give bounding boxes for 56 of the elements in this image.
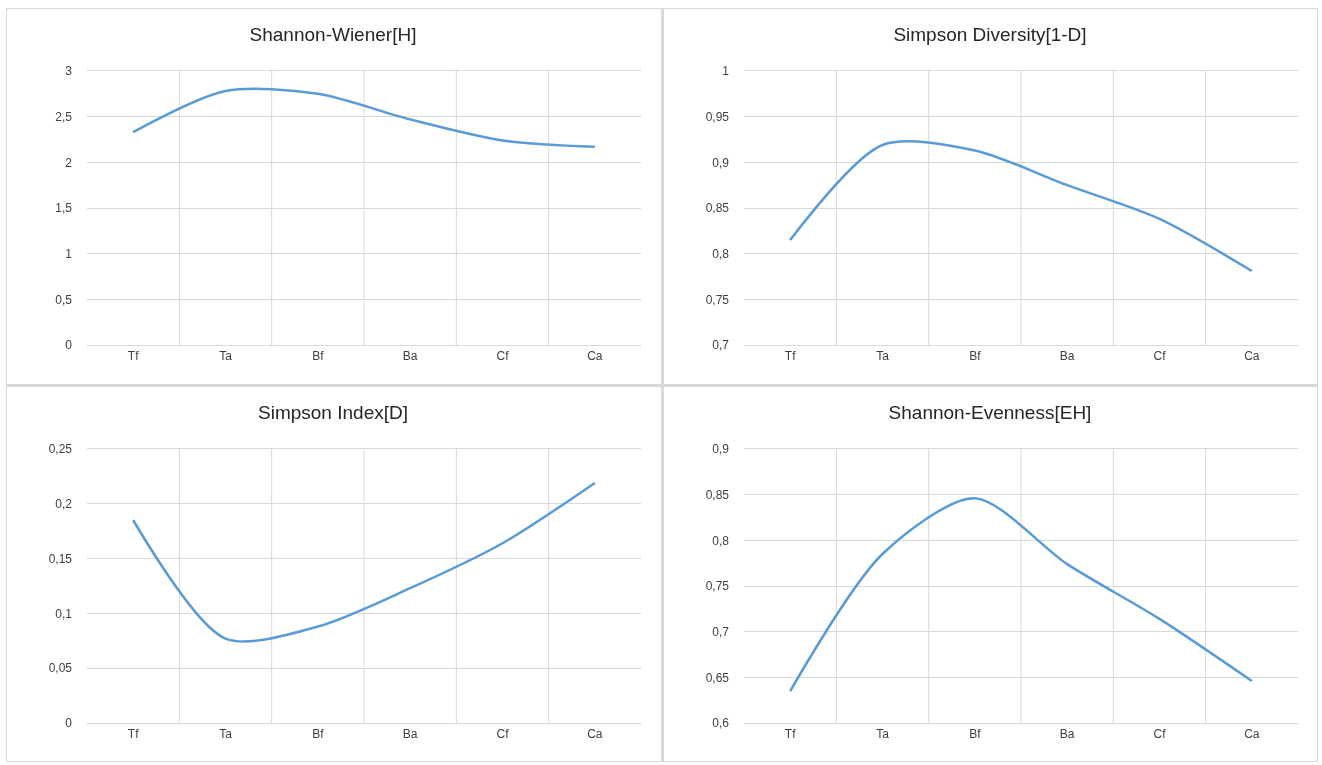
y-tick-label: 2	[65, 155, 73, 170]
chart-title: Shannon-Wiener[H]	[249, 24, 417, 45]
x-tick-label: Tf	[784, 349, 796, 364]
y-tick-label: 2,5	[55, 109, 73, 124]
y-tick-label: 0,2	[55, 496, 73, 511]
y-tick-label: 0,95	[705, 109, 729, 124]
x-tick-label: Ca	[1243, 726, 1260, 741]
x-tick-label: Tf	[127, 349, 140, 364]
chart-title: Simpson Diversity[1-D]	[892, 24, 1087, 45]
y-tick-label: 0,5	[55, 292, 73, 307]
x-tick-label: Cf	[496, 726, 510, 741]
y-tick-label: 1	[721, 64, 729, 79]
x-tick-label: Cf	[496, 349, 510, 364]
chart-title: Simpson Index[D]	[258, 401, 408, 423]
y-tick-label: 0,85	[705, 201, 729, 216]
x-tick-label: Ba	[1059, 349, 1075, 364]
y-tick-label: 0,8	[711, 246, 729, 261]
y-tick-label: 1	[65, 246, 73, 261]
x-tick-label: Ba	[402, 349, 418, 364]
y-tick-label: 0,05	[48, 660, 73, 675]
y-tick-label: 0,25	[48, 441, 73, 456]
x-tick-label: Ca	[1243, 349, 1260, 364]
x-tick-label: Ta	[219, 726, 233, 741]
y-tick-label: 0,15	[48, 551, 73, 566]
x-tick-label: Bf	[312, 726, 325, 741]
x-tick-label: Ca	[587, 349, 603, 364]
y-tick-label: 0,1	[55, 606, 73, 621]
y-tick-label: 0,9	[711, 441, 729, 456]
x-tick-label: Ca	[587, 726, 603, 741]
y-tick-label: 0,9	[711, 155, 729, 170]
x-tick-label: Bf	[968, 726, 981, 741]
x-tick-label: Ba	[402, 726, 418, 741]
y-tick-label: 0,85	[705, 487, 729, 502]
x-tick-label: Tf	[784, 726, 796, 741]
y-tick-label: 0,7	[711, 624, 729, 639]
y-tick-label: 0,8	[711, 533, 729, 548]
x-tick-label: Tf	[127, 726, 140, 741]
chart-title: Shannon-Evenness[EH]	[888, 401, 1091, 423]
y-tick-label: 0,7	[711, 338, 729, 353]
y-tick-label: 0,75	[705, 578, 729, 593]
y-tick-label: 1,5	[55, 201, 73, 216]
y-tick-label: 0	[65, 338, 73, 353]
x-tick-label: Cf	[1153, 726, 1166, 741]
x-tick-label: Cf	[1153, 349, 1166, 364]
x-tick-label: Bf	[312, 349, 325, 364]
y-tick-label: 0,75	[705, 292, 729, 307]
y-tick-label: 3	[65, 64, 73, 79]
y-tick-label: 0,6	[711, 715, 729, 730]
y-tick-label: 0	[65, 715, 73, 730]
x-tick-label: Bf	[968, 349, 981, 364]
x-tick-label: Ba	[1059, 726, 1075, 741]
x-tick-label: Ta	[219, 349, 233, 364]
x-tick-label: Ta	[875, 726, 889, 741]
x-tick-label: Ta	[875, 349, 889, 364]
line-series	[788, 496, 1253, 692]
y-tick-label: 0,65	[705, 670, 729, 685]
